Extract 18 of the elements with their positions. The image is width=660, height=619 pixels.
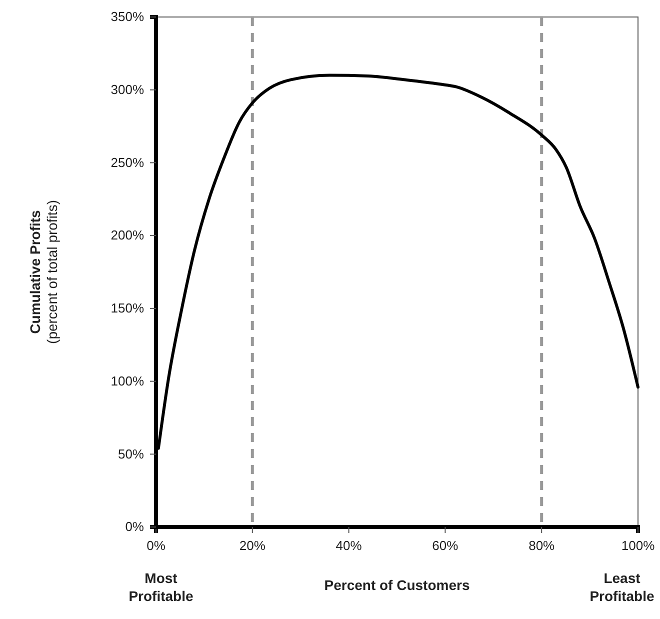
x-tick-label: 60% — [432, 538, 459, 554]
x-tick-label: 0% — [146, 538, 166, 554]
x-axis-title: Percent of Customers — [324, 577, 470, 593]
x-tick-label: 100% — [621, 538, 656, 554]
y-tick-label: 50% — [118, 446, 144, 462]
y-tick-label: 250% — [110, 154, 144, 170]
y-tick-label: 0% — [125, 519, 144, 534]
y-axis-title: Cumulative Profits (percent of total profits) — [27, 200, 60, 344]
x-tick-label: 40% — [336, 538, 362, 554]
x-tick-label: 20% — [239, 538, 266, 554]
y-tick-label: 150% — [110, 300, 144, 316]
y-tick-label: 100% — [110, 373, 144, 388]
x-tick-label: 80% — [528, 538, 556, 554]
y-tick-label: 200% — [110, 228, 144, 243]
y-tick-label: 350% — [110, 9, 144, 24]
y-tick-label: 300% — [110, 82, 144, 98]
text: Least Profitable — [590, 570, 654, 604]
text: Most Profitable — [128, 570, 194, 604]
